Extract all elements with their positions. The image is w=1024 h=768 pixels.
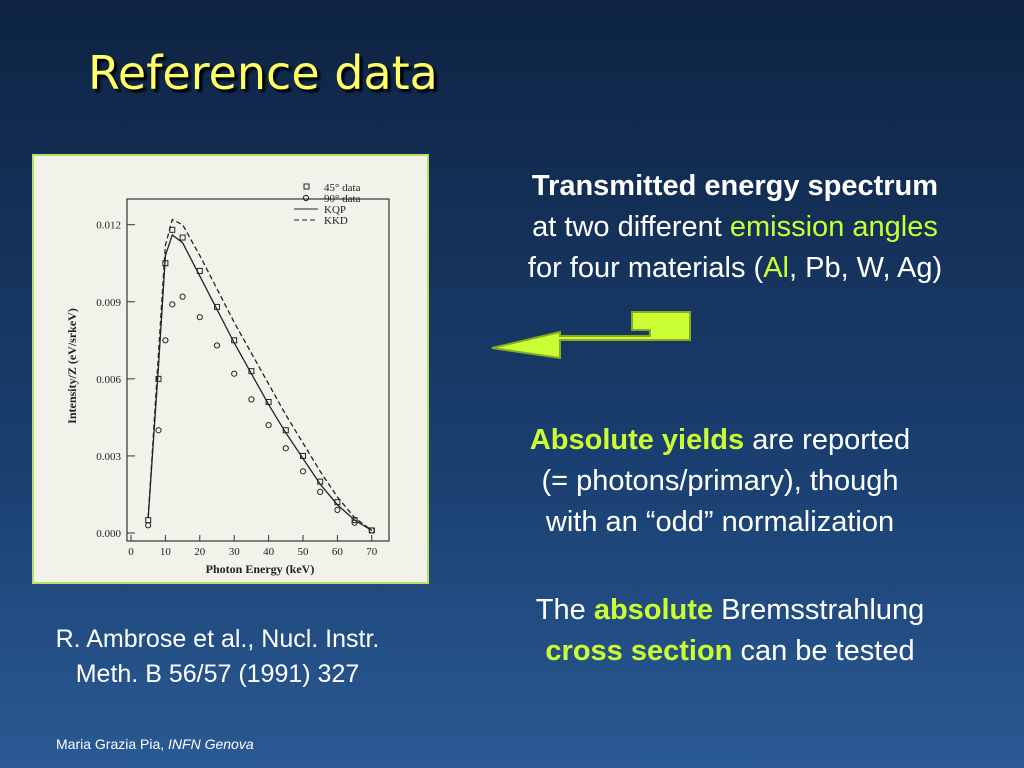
x-tick-label: 10 (160, 546, 172, 558)
legend-label: 90° data (324, 193, 361, 205)
legend-label: 45° data (324, 182, 361, 194)
x-tick-label: 50 (298, 546, 310, 558)
text: Transmitted energy spectrum (531, 170, 939, 202)
text: Bremsstrahlung (713, 594, 925, 626)
text: for four materials ( (527, 252, 764, 284)
data-point (155, 427, 162, 434)
text: with an “odd” normalization (545, 506, 895, 538)
text: , Pb, W, Ag) (788, 252, 943, 284)
data-point (317, 488, 324, 495)
citation-line: Meth. B 56/57 (1991) 327 (75, 660, 360, 688)
text: can be tested (732, 635, 915, 667)
x-tick-label: 70 (366, 546, 378, 558)
footer: Maria Grazia Pia, INFN Genova (56, 736, 254, 752)
citation-line: R. Ambrose et al., Nucl. Instr. (55, 625, 380, 653)
highlight: cross section (545, 635, 733, 667)
data-point (231, 370, 238, 377)
data-point (282, 445, 289, 452)
y-tick-label: 0.009 (96, 297, 121, 309)
text-line: The absolute Bremsstrahlung (470, 590, 990, 631)
data-point (368, 527, 375, 534)
text: The (535, 594, 594, 626)
legend-symbol (302, 194, 310, 202)
citation: R. Ambrose et al., Nucl. Instr. Meth. B … (20, 622, 415, 692)
x-tick-label: 30 (229, 546, 241, 558)
author: Maria Grazia Pia, (56, 736, 169, 752)
data-point (155, 375, 162, 382)
data-point (196, 314, 203, 321)
legend-label: KKD (324, 215, 348, 227)
line (147, 233, 373, 531)
x-tick-label: 20 (194, 546, 206, 558)
text-line: at two different emission angles (470, 207, 1000, 248)
x-tick-label: 60 (332, 546, 344, 558)
arrow (491, 311, 691, 360)
legend-symbol (303, 183, 310, 190)
y-tick-label: 0.012 (96, 220, 121, 232)
text: are reported (744, 424, 911, 456)
data-point (179, 234, 186, 241)
x-tick-label: 0 (128, 546, 134, 558)
figure-frame (32, 154, 429, 584)
highlight: emission angles (729, 211, 938, 243)
text-block: Transmitted energy spectrum at two diffe… (470, 166, 1000, 289)
y-tick-label: 0.006 (96, 374, 121, 386)
data-point (179, 293, 186, 300)
text: at two different (532, 211, 730, 243)
text-line: Transmitted energy spectrum (470, 166, 1000, 207)
text-line: for four materials (Al, Pb, W, Ag) (470, 248, 1000, 289)
data-point (334, 506, 341, 513)
plot-frame (126, 198, 390, 542)
x-tick-label: 40 (263, 546, 275, 558)
highlight: Al (763, 252, 789, 284)
y-axis-label: Intensity/Z (eV/srkeV) (65, 308, 79, 424)
slide-title: Reference data (88, 46, 438, 100)
text-line: with an “odd” normalization (460, 502, 980, 543)
text-line: (= photons/primary), though (460, 461, 980, 502)
y-tick-label: 0.003 (96, 451, 121, 463)
highlight: Absolute yields (529, 424, 745, 456)
text-line: cross section can be tested (470, 631, 990, 672)
highlight: absolute (593, 594, 714, 626)
data-point (265, 421, 272, 429)
data-point (169, 301, 176, 308)
text: (= photons/primary), though (541, 465, 899, 497)
text-block: Absolute yields are reported (= photons/… (460, 420, 980, 543)
data-point (299, 468, 307, 475)
data-point (145, 522, 152, 529)
y-tick-label: 0.000 (96, 528, 121, 540)
data-point (248, 396, 255, 403)
x-axis-label: Photon Energy (keV) (206, 562, 315, 576)
text-block: The absolute Bremsstrahlung cross sectio… (470, 590, 990, 672)
line (147, 218, 373, 531)
affiliation: INFN Genova (168, 736, 254, 752)
data-point (213, 342, 221, 349)
text-line: Absolute yields are reported (460, 420, 980, 461)
data-point (162, 337, 169, 344)
legend-label: KQP (324, 204, 346, 216)
